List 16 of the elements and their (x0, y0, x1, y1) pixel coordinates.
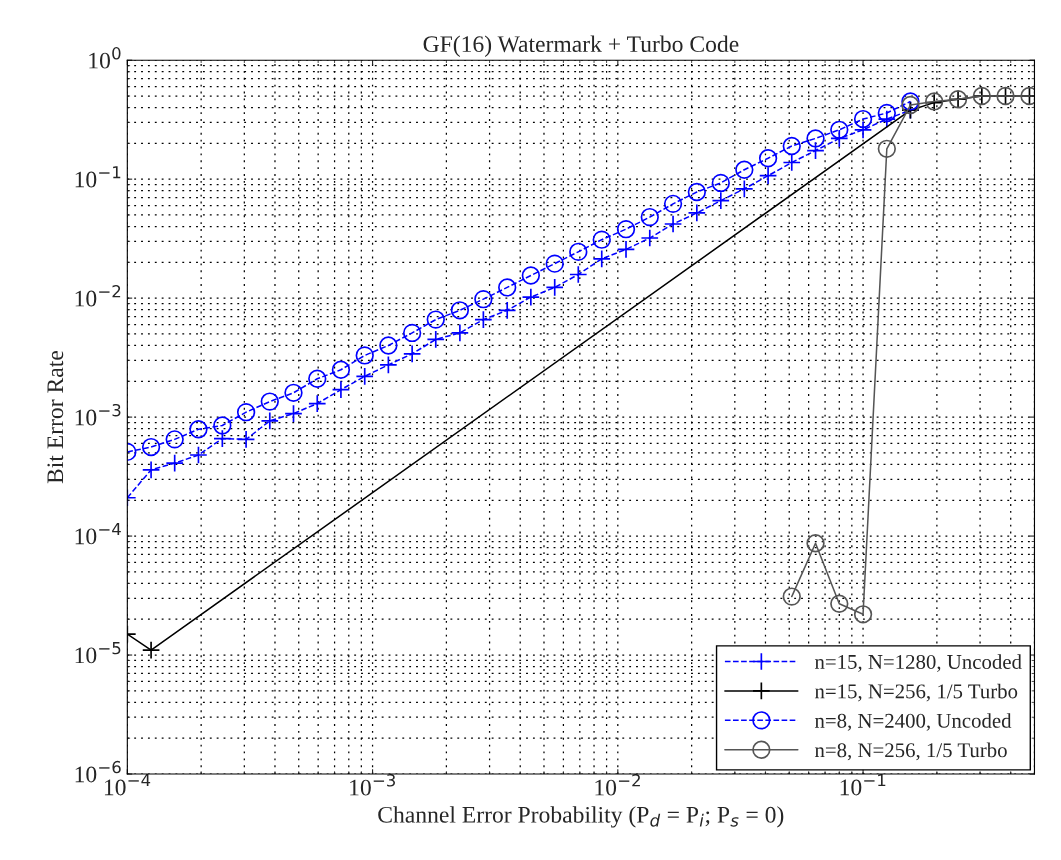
y-tick-label: 10$^{0}$ (89, 47, 121, 69)
y-tick-label: 10$^{−2}$ (75, 284, 121, 307)
y-tick-label: 10$^{−3}$ (75, 403, 121, 426)
x-tick-label: 10$^{−2}$ (595, 774, 640, 796)
legend-label: n=15, N=1280, Uncoded (814, 654, 1022, 672)
legend-label: n=8, N=256, 1/5 Turbo (814, 742, 1007, 761)
legend-label: n=8, N=2400, Uncoded (814, 713, 1012, 731)
x-axis-title: Channel Error Probability (P$_{d}$ = P$_{i}$; P$_{s}$ = 0) (378, 806, 784, 828)
legend-label: n=15, N=256, 1/5 Turbo (814, 683, 1018, 702)
x-tick-label: 10$^{−1}$ (840, 774, 886, 796)
y-tick-label: 10$^{−1}$ (75, 166, 121, 188)
x-tick-label: 10$^{−3}$ (350, 774, 395, 796)
chart-title: GF(16) Watermark + Turbo Code (423, 35, 739, 57)
y-axis-title: Bit Error Rate (47, 351, 64, 484)
y-tick-label: 10$^{−4}$ (75, 523, 121, 545)
y-tick-label: 10$^{−5}$ (75, 642, 121, 664)
